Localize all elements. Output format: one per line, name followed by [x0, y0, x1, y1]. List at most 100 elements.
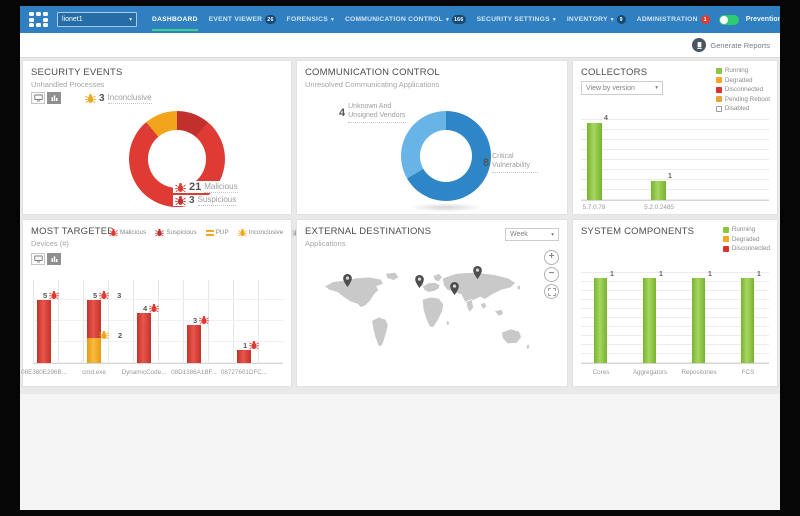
chevron-down-icon: ▾	[445, 16, 449, 23]
content-empty-area	[20, 394, 780, 510]
x-axis-label: Aggregators	[632, 369, 668, 376]
view-by-version-select[interactable]: View by version ▾	[581, 81, 663, 95]
dashboard-grid: SECURITY EVENTS Unhandled Processes 3 In…	[20, 58, 780, 394]
select-value: Week	[510, 231, 528, 238]
malicious-bug-icon	[199, 315, 209, 325]
pending-reboot-swatch	[715, 96, 722, 102]
targeted-bar[interactable]	[137, 313, 151, 363]
prevention-mode-toggle[interactable]	[718, 14, 739, 25]
tab-dashboard[interactable]: DASHBOARD	[152, 6, 198, 33]
legend-label: Running	[731, 226, 756, 233]
degraded-swatch	[722, 236, 729, 242]
targeted-bar-malicious[interactable]	[87, 300, 101, 338]
component-bar[interactable]	[741, 278, 754, 363]
system-components-bar-chart[interactable]: 1 1 1 1	[581, 270, 769, 364]
collectors-panel: COLLECTORS View by version ▾ Running Deg…	[572, 60, 778, 215]
critical-vulnerability-callout[interactable]: 8 Critical Vulnerability	[483, 153, 539, 173]
chart-view-button[interactable]	[47, 92, 61, 104]
communication-control-donut-chart[interactable]	[401, 111, 491, 201]
tab-inventory[interactable]: INVENTORY ▾ 9	[567, 6, 626, 33]
donut-shadow	[409, 203, 483, 212]
targeted-bar[interactable]	[187, 325, 201, 363]
malicious-label: Malicious	[204, 181, 238, 193]
pup-icon	[205, 229, 214, 236]
map-pin-north-america[interactable]	[343, 274, 352, 287]
period-select[interactable]: Week ▾	[505, 228, 559, 241]
targeted-bar[interactable]	[237, 350, 251, 363]
bar-total: 5	[93, 290, 98, 300]
unknown-vendors-callout[interactable]: 4 Unknown And Unsigned Vendors	[339, 103, 407, 123]
collectors-bar-chart[interactable]: 4 1	[581, 115, 769, 201]
inconclusive-count: 3	[99, 93, 105, 104]
organization-selector[interactable]: lionet1 ▾	[57, 12, 137, 27]
map-pin-russia[interactable]	[473, 266, 482, 279]
map-pin-europe[interactable]	[415, 275, 424, 288]
system-components-panel: SYSTEM COMPONENTS Running Degraded Disco…	[572, 219, 778, 387]
tab-label: EVENT VIEWER	[208, 16, 263, 23]
zoom-out-button[interactable]: −	[544, 267, 559, 282]
inventory-badge: 9	[616, 15, 626, 24]
collectors-bar[interactable]	[587, 123, 602, 200]
device-view-button[interactable]	[31, 92, 45, 104]
targeted-bar-inconclusive[interactable]	[87, 338, 101, 363]
legend-label: Degraded	[724, 76, 753, 84]
bar-annotation: 5 3	[93, 290, 121, 300]
collectors-legend: Running Degraded Disconnected Pending Re…	[715, 67, 770, 112]
legend-label: Inconclusive	[248, 229, 284, 236]
suspicious-label: Suspicious	[197, 195, 237, 206]
malicious-segment-value: 3	[117, 290, 122, 300]
malicious-bug-icon	[149, 303, 159, 313]
tab-label: DASHBOARD	[152, 16, 198, 23]
map-pin-middle-east[interactable]	[450, 282, 459, 295]
inconclusive-bug-icon	[99, 330, 109, 340]
tab-label: INVENTORY	[566, 16, 608, 23]
collectors-bar[interactable]	[651, 181, 666, 200]
device-view-button[interactable]	[31, 253, 45, 265]
panel-subtitle: Unresolved Communicating Applications	[305, 80, 440, 89]
tab-forensics[interactable]: FORENSICS ▾	[287, 6, 334, 33]
malicious-bug-icon	[99, 290, 109, 300]
suspicious-bug-icon	[155, 228, 164, 237]
legend-label: Disabled	[724, 105, 750, 112]
running-swatch	[715, 67, 722, 74]
tab-communication-control[interactable]: COMMUNICATION CONTROL ▾ 166	[345, 6, 466, 33]
bar-value: 1	[757, 271, 761, 278]
targeted-bar[interactable]	[37, 300, 51, 363]
tab-event-viewer[interactable]: EVENT VIEWER 26	[209, 6, 276, 33]
inconclusive-callout[interactable]: 3 Inconclusive	[85, 93, 152, 104]
most-targeted-panel: MOST TARGETED Malicious Suspicious PUP I…	[21, 219, 334, 387]
legend-label: Malicious	[120, 229, 147, 236]
inconclusive-label: Inconclusive	[107, 93, 152, 104]
tab-security-settings[interactable]: SECURITY SETTINGS ▾	[477, 6, 556, 33]
security-events-panel: SECURITY EVENTS Unhandled Processes 3 In…	[22, 60, 292, 215]
legend-label: Disconnected	[731, 245, 770, 252]
panel-subtitle: Applications	[305, 239, 346, 248]
unknown-vendors-count: 4	[339, 106, 346, 119]
panel-title: COLLECTORS	[581, 67, 648, 78]
bar-total: 5	[43, 290, 48, 300]
bar-annotation: 4	[143, 303, 159, 313]
x-axis-label: DynamicCode...	[121, 369, 167, 376]
prevention-mode-menu[interactable]: Prevention ▾	[746, 16, 780, 23]
legend-label: PUP	[215, 229, 229, 236]
malicious-callout[interactable]: 21 Malicious	[173, 181, 240, 193]
suspicious-count: 3	[189, 195, 195, 206]
most-targeted-bar-chart[interactable]: 5 5 3 2 4	[33, 280, 283, 364]
administration-alert-badge: 1	[700, 15, 710, 24]
degraded-swatch	[715, 77, 722, 83]
panel-title: SYSTEM COMPONENTS	[581, 226, 695, 237]
world-map-svg	[323, 271, 531, 350]
suspicious-callout[interactable]: 3 Suspicious	[173, 195, 239, 206]
world-map[interactable]	[301, 264, 565, 382]
prevention-label: Prevention	[745, 16, 780, 23]
chart-view-button[interactable]	[47, 253, 61, 265]
panel-title: SECURITY EVENTS	[31, 67, 123, 78]
fullscreen-button[interactable]	[544, 284, 559, 299]
generate-reports-button[interactable]: Generate Reports	[692, 38, 770, 52]
component-bar[interactable]	[594, 278, 607, 363]
component-bar[interactable]	[643, 278, 656, 363]
legend-label: Disconnected	[724, 86, 763, 93]
component-bar[interactable]	[692, 278, 705, 363]
zoom-in-button[interactable]: +	[544, 250, 559, 265]
tab-administration[interactable]: ADMINISTRATION 1	[637, 6, 710, 33]
